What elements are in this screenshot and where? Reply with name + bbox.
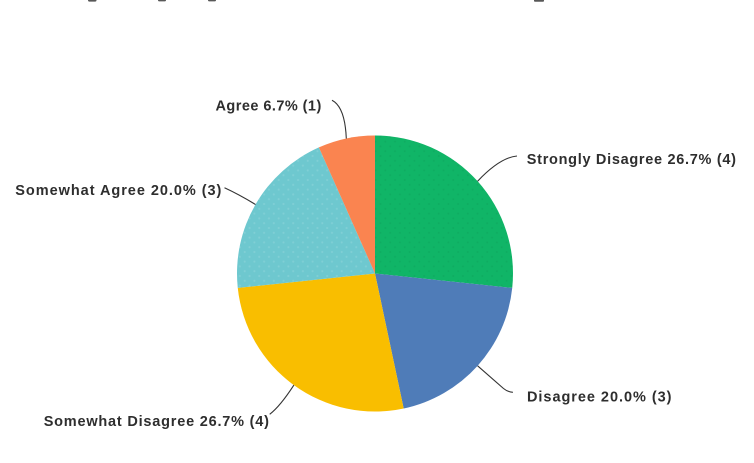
svg-text:Somewhat Agree 20.0% (3): Somewhat Agree 20.0% (3) <box>15 183 222 199</box>
svg-text:Agree 6.7% (1): Agree 6.7% (1) <box>216 98 322 114</box>
svg-text:Strongly Disagree 26.7% (4): Strongly Disagree 26.7% (4) <box>527 152 737 168</box>
svg-text:Somewhat Disagree 26.7% (4): Somewhat Disagree 26.7% (4) <box>44 414 270 430</box>
svg-text:Disagree 20.0% (3): Disagree 20.0% (3) <box>527 389 672 405</box>
